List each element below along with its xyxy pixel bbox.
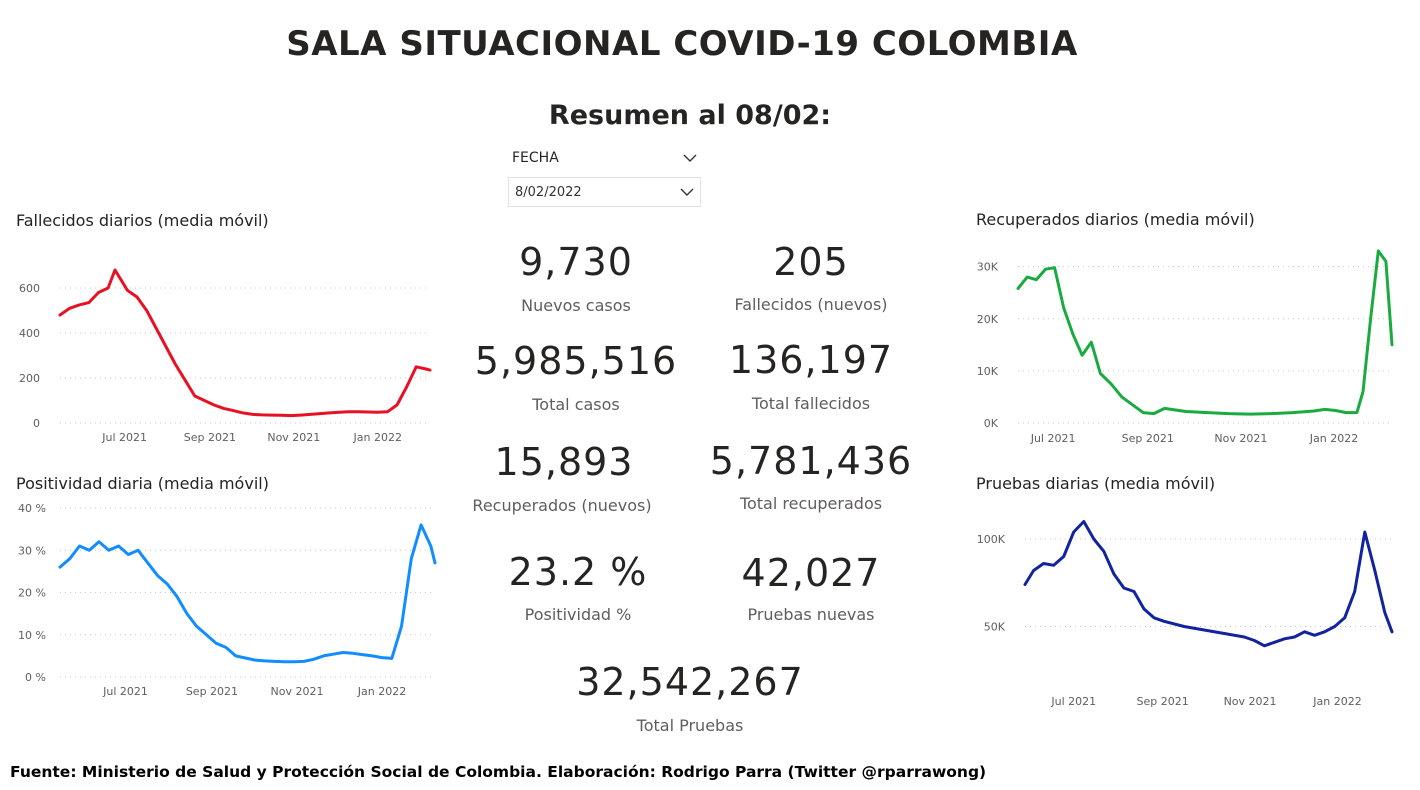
chevron-down-icon xyxy=(680,188,694,196)
kpi-positividad-label: Positividad % xyxy=(524,605,632,624)
series-line xyxy=(1016,249,1394,416)
x-tick-label: Jan 2022 xyxy=(357,685,406,698)
y-tick-label: 20K xyxy=(977,313,999,326)
kpi-total-casos-value: 5,985,516 xyxy=(474,339,678,383)
pruebas-line-chart[interactable]: 50K 100K Jul 2021 Sep 2021 Nov 2021 Jan 2022 xyxy=(960,500,1400,715)
kpi-fallecidos-nuevos-label: Fallecidos (nuevos) xyxy=(734,295,888,314)
dashboard-title: SALA SITUACIONAL COVID-19 COLOMBIA xyxy=(286,24,1078,64)
y-tick-label: 0 % xyxy=(25,671,46,684)
x-tick-label: Nov 2021 xyxy=(1224,695,1277,708)
y-tick-label: 0 xyxy=(33,417,40,430)
kpi-positividad-value: 23.2 % xyxy=(508,550,648,594)
x-tick-label: Sep 2021 xyxy=(184,431,236,444)
source-footer: Fuente: Ministerio de Salud y Protección… xyxy=(10,763,987,781)
y-tick-label: 0K xyxy=(984,417,999,430)
kpi-pruebas-nuevas-value: 42,027 xyxy=(741,551,881,595)
x-tick-label: Nov 2021 xyxy=(267,431,320,444)
x-tick-label: Jan 2022 xyxy=(1312,695,1361,708)
date-slicer-label: FECHA xyxy=(512,150,559,166)
y-tick-label: 100K xyxy=(977,533,1006,546)
kpi-recuperados-nuevos-value: 15,893 xyxy=(494,440,634,484)
kpi-recuperados-nuevos-label: Recuperados (nuevos) xyxy=(472,496,652,515)
kpi-fallecidos-nuevos-value: 205 xyxy=(773,240,849,284)
y-tick-label: 10K xyxy=(977,365,999,378)
y-tick-label: 400 xyxy=(19,327,40,340)
x-tick-label: Jul 2021 xyxy=(101,431,147,444)
series-line xyxy=(1023,520,1394,648)
kpi-nuevos-casos-value: 9,730 xyxy=(519,240,633,284)
y-tick-label: 30 % xyxy=(18,544,46,557)
x-tick-label: Jan 2022 xyxy=(353,431,402,444)
date-dropdown[interactable]: 8/02/2022 xyxy=(508,177,701,207)
y-tick-label: 200 xyxy=(19,372,40,385)
x-tick-label: Jan 2022 xyxy=(1309,432,1358,445)
y-tick-label: 30K xyxy=(977,261,999,274)
kpi-total-pruebas-label: Total Pruebas xyxy=(636,716,744,735)
y-tick-label: 40 % xyxy=(18,502,46,515)
kpi-nuevos-casos-label: Nuevos casos xyxy=(521,296,631,315)
x-tick-label: Jul 2021 xyxy=(102,685,148,698)
fallecidos-line-chart[interactable]: 0 200 400 600 Jul 2021 Sep 2021 Nov 2021 Jan 20… xyxy=(0,240,440,450)
y-tick-label: 600 xyxy=(19,282,40,295)
y-tick-label: 10 % xyxy=(18,629,46,642)
x-tick-label: Jul 2021 xyxy=(1050,695,1096,708)
kpi-total-recuperados-label: Total recuperados xyxy=(739,494,883,513)
y-tick-label: 50K xyxy=(984,621,1006,634)
y-tick-label: 20 % xyxy=(18,587,46,600)
series-line xyxy=(58,268,432,418)
kpi-total-recuperados-value: 5,781,436 xyxy=(709,439,913,483)
date-dropdown-value: 8/02/2022 xyxy=(515,185,582,200)
chart-title-positividad: Positividad diaria (media móvil) xyxy=(16,474,269,493)
x-tick-label: Sep 2021 xyxy=(186,685,238,698)
slicer-collapse-chevron-icon[interactable] xyxy=(683,153,697,163)
kpi-pruebas-nuevas-label: Pruebas nuevas xyxy=(747,605,875,624)
x-tick-label: Nov 2021 xyxy=(1214,432,1267,445)
chart-title-pruebas: Pruebas diarias (media móvil) xyxy=(976,474,1216,493)
x-tick-label: Sep 2021 xyxy=(1122,432,1174,445)
summary-title: Resumen al 08/02: xyxy=(548,100,832,131)
kpi-total-fallecidos-label: Total fallecidos xyxy=(751,394,871,413)
chart-title-fallecidos: Fallecidos diarios (media móvil) xyxy=(16,211,269,230)
kpi-total-pruebas-value: 32,542,267 xyxy=(576,660,804,704)
kpi-total-fallecidos-value: 136,197 xyxy=(728,338,894,382)
positividad-line-chart[interactable]: 0 % 10 % 20 % 30 % 40 % Jul 2021 Sep 2021 Nov 2… xyxy=(0,500,440,705)
series-line xyxy=(58,523,437,664)
kpi-total-casos-label: Total casos xyxy=(532,395,620,414)
x-tick-label: Nov 2021 xyxy=(271,685,324,698)
chart-title-recuperados: Recuperados diarios (media móvil) xyxy=(976,210,1255,229)
x-tick-label: Jul 2021 xyxy=(1030,432,1076,445)
recuperados-line-chart[interactable]: 0K 10K 20K 30K Jul 2021 Sep 2021 Nov 2021 Jan 2… xyxy=(960,240,1400,450)
x-tick-label: Sep 2021 xyxy=(1137,695,1189,708)
